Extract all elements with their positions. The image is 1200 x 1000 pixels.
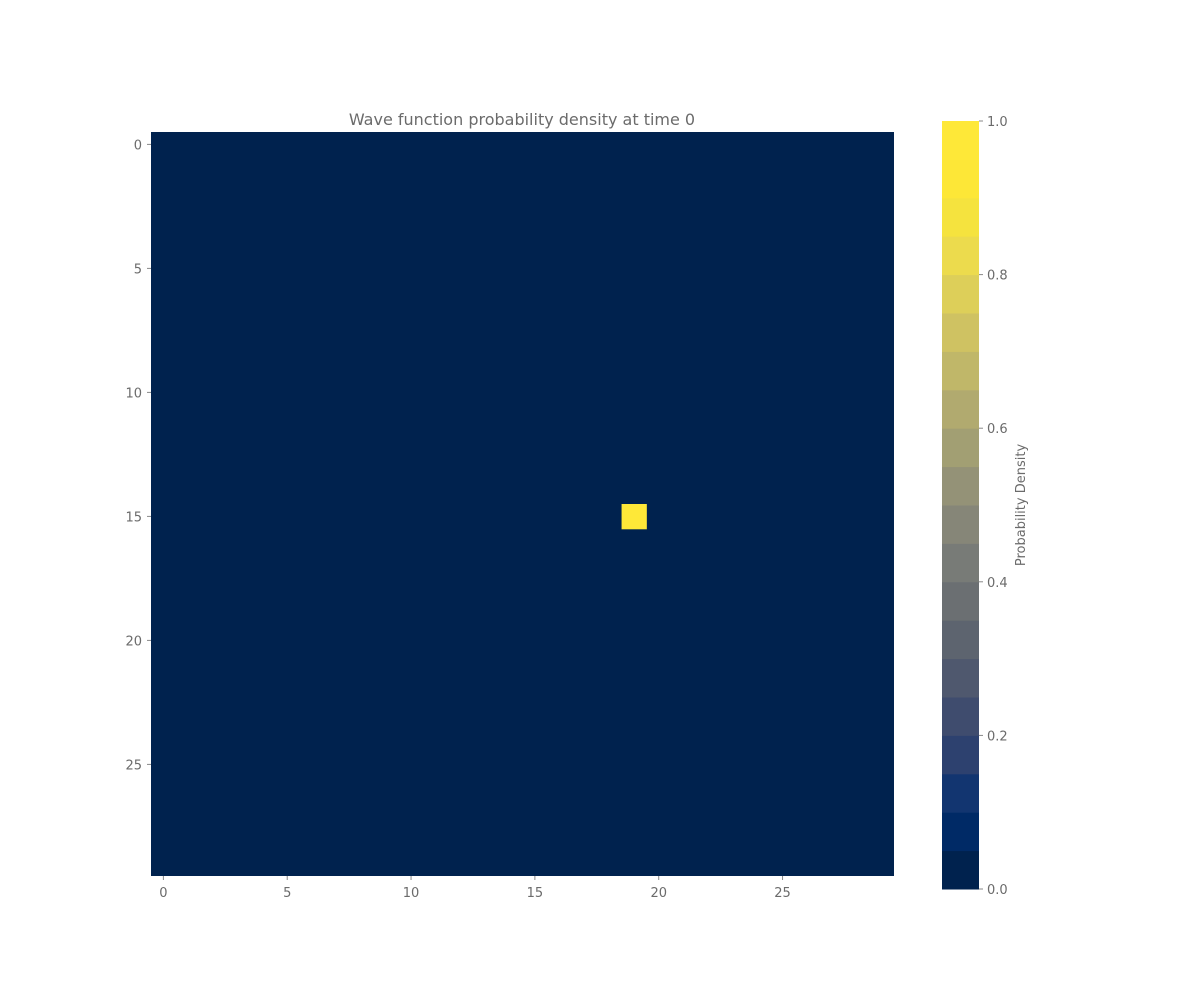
colorbar-segment — [942, 543, 979, 583]
colorbar-segment — [942, 159, 979, 199]
colorbar-tick-label: 0.2 — [987, 729, 1008, 744]
x-tick-label: 25 — [774, 886, 791, 901]
x-tick-label: 20 — [650, 886, 667, 901]
colorbar-segment — [942, 773, 979, 813]
colorbar-segment — [942, 658, 979, 698]
colorbar-segment — [942, 351, 979, 391]
y-tick-label: 0 — [134, 138, 142, 153]
colorbar-segment — [942, 274, 979, 314]
colorbar-segment — [942, 236, 979, 276]
x-tick-label: 0 — [159, 886, 167, 901]
colorbar-segment — [942, 812, 979, 852]
colorbar-tick-label: 0.6 — [987, 422, 1008, 437]
colorbar-segment — [942, 197, 979, 237]
colorbar-segment — [942, 505, 979, 544]
colorbar-tick-label: 1.0 — [987, 115, 1008, 130]
colorbar-tick-label: 0.4 — [987, 576, 1008, 591]
colorbar-tick-label: 0.8 — [987, 269, 1008, 284]
colorbar-segment — [942, 466, 979, 506]
y-tick-label: 5 — [134, 262, 142, 277]
heatmap-background — [151, 132, 894, 876]
colorbar-segment — [942, 620, 979, 660]
y-tick-label: 15 — [125, 510, 142, 525]
colorbar-tick-label: 0.0 — [987, 883, 1008, 898]
colorbar-segment — [942, 735, 979, 775]
x-tick-label: 5 — [283, 886, 291, 901]
y-tick-label: 20 — [125, 634, 142, 649]
x-tick-label: 15 — [527, 886, 544, 901]
x-tick-label: 10 — [403, 886, 420, 901]
y-axis: 0 5 10 15 20 25 — [125, 138, 151, 773]
colorbar — [942, 121, 979, 890]
chart-title: Wave function probability density at tim… — [349, 110, 695, 129]
x-axis: 0 5 10 15 20 25 — [159, 876, 791, 901]
colorbar-segment — [942, 850, 979, 890]
colorbar-segment — [942, 697, 979, 736]
colorbar-axis: 0.0 0.2 0.4 0.6 0.8 1.0 — [979, 115, 1008, 898]
colorbar-label: Probability Density — [1014, 444, 1029, 567]
colorbar-segment — [942, 121, 979, 160]
colorbar-segment — [942, 389, 979, 429]
y-tick-label: 10 — [125, 386, 142, 401]
y-tick-label: 25 — [125, 758, 142, 773]
colorbar-segment — [942, 428, 979, 468]
colorbar-segment — [942, 313, 979, 352]
colorbar-segment — [942, 581, 979, 621]
heatmap — [151, 132, 894, 876]
heatmap-cell-peak — [621, 504, 647, 530]
